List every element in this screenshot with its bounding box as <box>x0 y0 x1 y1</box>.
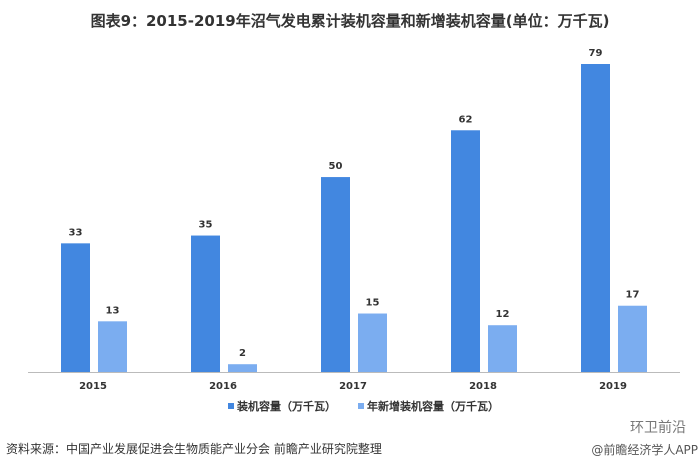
legend-swatch <box>358 403 364 409</box>
source-note: 资料来源：中国产业发展促进会生物质能产业分会 前瞻产业研究院整理 <box>6 442 382 456</box>
bar <box>581 64 610 372</box>
legend-label: 年新增装机容量（万千瓦） <box>367 400 499 413</box>
bar <box>618 305 647 372</box>
bar <box>358 313 387 372</box>
data-label: 79 <box>589 48 603 59</box>
credit: @前瞻经济学人APP <box>591 443 698 457</box>
bar <box>98 321 127 372</box>
bar <box>191 235 220 372</box>
data-label: 12 <box>496 309 510 320</box>
legend: 装机容量（万千瓦） 年新增装机容量（万千瓦） <box>228 398 499 414</box>
legend-swatch <box>228 403 234 409</box>
data-label: 13 <box>106 305 120 316</box>
data-label: 2 <box>239 348 246 359</box>
x-tick-label: 2017 <box>339 381 367 392</box>
data-label: 50 <box>329 161 343 172</box>
chart-title: 图表9：2015-2019年沼气发电累计装机容量和新增装机容量(单位：万千瓦) <box>90 12 610 30</box>
data-label: 17 <box>626 290 640 301</box>
data-label: 62 <box>459 114 473 125</box>
data-label: 33 <box>69 227 83 238</box>
legend-label: 装机容量（万千瓦） <box>237 400 336 413</box>
bar <box>228 364 257 372</box>
bar <box>321 177 350 372</box>
watermark: 环卫前沿 <box>630 420 686 436</box>
x-tick-label: 2019 <box>599 381 627 392</box>
x-tick-label: 2016 <box>209 381 237 392</box>
data-label: 15 <box>366 298 380 309</box>
bar <box>451 130 480 372</box>
x-tick-label: 2015 <box>79 381 107 392</box>
x-tick-label: 2018 <box>469 381 497 392</box>
bar <box>61 243 90 372</box>
legend-item-installed: 装机容量（万千瓦） <box>228 398 336 414</box>
legend-item-new: 年新增装机容量（万千瓦） <box>358 398 499 414</box>
bar <box>488 325 517 372</box>
data-label: 35 <box>199 220 213 231</box>
